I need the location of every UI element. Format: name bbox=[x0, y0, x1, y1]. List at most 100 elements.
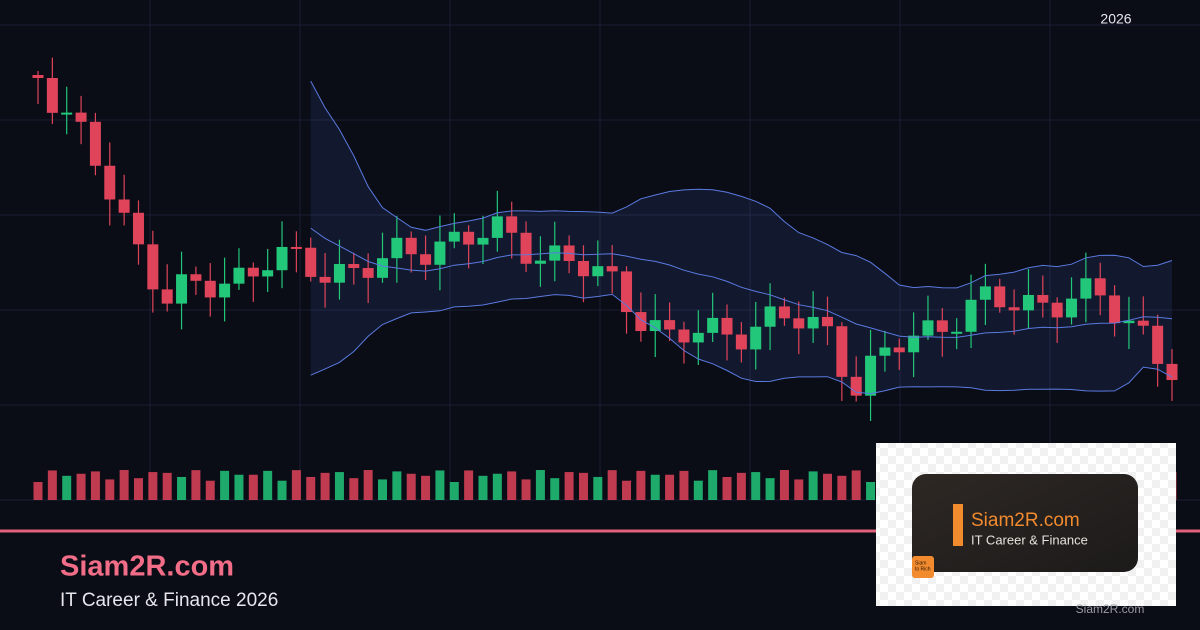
candle-body bbox=[448, 231, 460, 242]
candle-body bbox=[893, 347, 905, 353]
candle-body bbox=[61, 112, 73, 115]
badge-subtitle: IT Career & Finance bbox=[971, 532, 1088, 547]
candle-body bbox=[778, 306, 790, 319]
volume-bar bbox=[550, 478, 560, 500]
volume-bar bbox=[363, 470, 373, 500]
candle-body bbox=[936, 320, 948, 332]
candle-body bbox=[821, 316, 833, 327]
volume-bar bbox=[392, 471, 402, 500]
candle-body bbox=[836, 326, 848, 377]
candle-body bbox=[635, 312, 647, 332]
candle-body bbox=[1137, 320, 1149, 326]
candle-body bbox=[219, 283, 231, 298]
candle-body bbox=[1123, 320, 1135, 324]
volume-bar bbox=[162, 472, 172, 500]
brand-subtitle: IT Career & Finance 2026 bbox=[60, 590, 278, 611]
volume-bar bbox=[76, 473, 86, 500]
volume-bar bbox=[306, 476, 316, 500]
badge-title: Siam2R.com bbox=[971, 510, 1080, 531]
volume-bar bbox=[765, 478, 775, 500]
candle-body bbox=[276, 246, 288, 271]
volume-bar bbox=[851, 470, 861, 500]
volume-bar bbox=[263, 470, 273, 500]
volume-bar bbox=[133, 478, 143, 500]
badge-icon-text: to Rich bbox=[915, 566, 931, 572]
candle-body bbox=[908, 335, 920, 353]
volume-bar bbox=[837, 475, 847, 500]
candle-body bbox=[506, 216, 518, 233]
volume-bar bbox=[693, 480, 703, 500]
badge-accent bbox=[953, 504, 963, 546]
volume-bar bbox=[435, 470, 445, 500]
brand-title: Siam2R.com bbox=[60, 551, 234, 583]
volume-bar bbox=[421, 475, 431, 500]
candle-body bbox=[606, 266, 618, 272]
volume-bar bbox=[622, 480, 632, 500]
candle-body bbox=[735, 334, 747, 350]
volume-bar bbox=[679, 470, 689, 500]
candle-body bbox=[1066, 298, 1078, 318]
candle-body bbox=[377, 258, 389, 278]
band-lower bbox=[310, 293, 1173, 395]
volume-bar bbox=[90, 471, 100, 500]
candle-body bbox=[1037, 294, 1049, 303]
volume-bar bbox=[105, 479, 115, 500]
candle-body bbox=[1094, 278, 1106, 296]
volume-bar bbox=[234, 474, 244, 500]
candle-body bbox=[46, 78, 58, 113]
band-fill bbox=[310, 81, 1172, 394]
volume-bar bbox=[291, 470, 301, 500]
candle-body bbox=[491, 216, 503, 238]
candle-body bbox=[1166, 363, 1178, 381]
candle-body bbox=[1051, 302, 1063, 318]
grid bbox=[0, 0, 1200, 501]
volume-bar bbox=[148, 472, 158, 500]
volume-bar bbox=[607, 470, 617, 500]
candle-body bbox=[922, 320, 934, 336]
candle-body bbox=[147, 244, 159, 290]
candle-body bbox=[176, 274, 188, 304]
candle-body bbox=[348, 264, 360, 269]
candle-body bbox=[1152, 325, 1164, 364]
volume-bar bbox=[349, 478, 359, 500]
candle-body bbox=[463, 231, 475, 245]
volume-bar bbox=[406, 473, 416, 500]
candle-body bbox=[692, 332, 704, 343]
candle-body bbox=[664, 320, 676, 330]
candle-body bbox=[577, 260, 589, 277]
volume-bar bbox=[665, 474, 675, 500]
candle-body bbox=[247, 267, 259, 277]
volume-bar bbox=[507, 471, 517, 500]
candle-body bbox=[477, 237, 489, 245]
candle-body bbox=[190, 274, 202, 281]
volume-bar bbox=[722, 476, 732, 500]
candle-body bbox=[233, 267, 245, 284]
candle-body bbox=[305, 247, 317, 277]
volume-bar bbox=[708, 470, 718, 500]
candle-body bbox=[75, 112, 87, 122]
candle-body bbox=[965, 299, 977, 332]
volume-bar bbox=[866, 481, 876, 500]
candle-body bbox=[204, 280, 216, 298]
candle-body bbox=[649, 320, 661, 332]
candle-body bbox=[1109, 295, 1121, 324]
volume-bar bbox=[794, 479, 804, 500]
volume-bar bbox=[464, 470, 474, 500]
candle-body bbox=[104, 165, 116, 200]
volume-bar bbox=[578, 472, 588, 500]
volume-bar bbox=[205, 480, 215, 500]
volume-bar bbox=[62, 475, 72, 500]
volume-bar bbox=[33, 482, 43, 500]
year-label: 2026 bbox=[1100, 11, 1131, 27]
volume-bar bbox=[564, 472, 574, 500]
volume-bar bbox=[751, 472, 761, 500]
volume-bar bbox=[449, 481, 459, 500]
band-middle bbox=[310, 227, 1173, 338]
candle-body bbox=[362, 268, 374, 278]
candle-body bbox=[118, 199, 130, 213]
candle-body bbox=[865, 355, 877, 396]
candle-body bbox=[1022, 294, 1034, 311]
band-upper bbox=[310, 80, 1173, 289]
